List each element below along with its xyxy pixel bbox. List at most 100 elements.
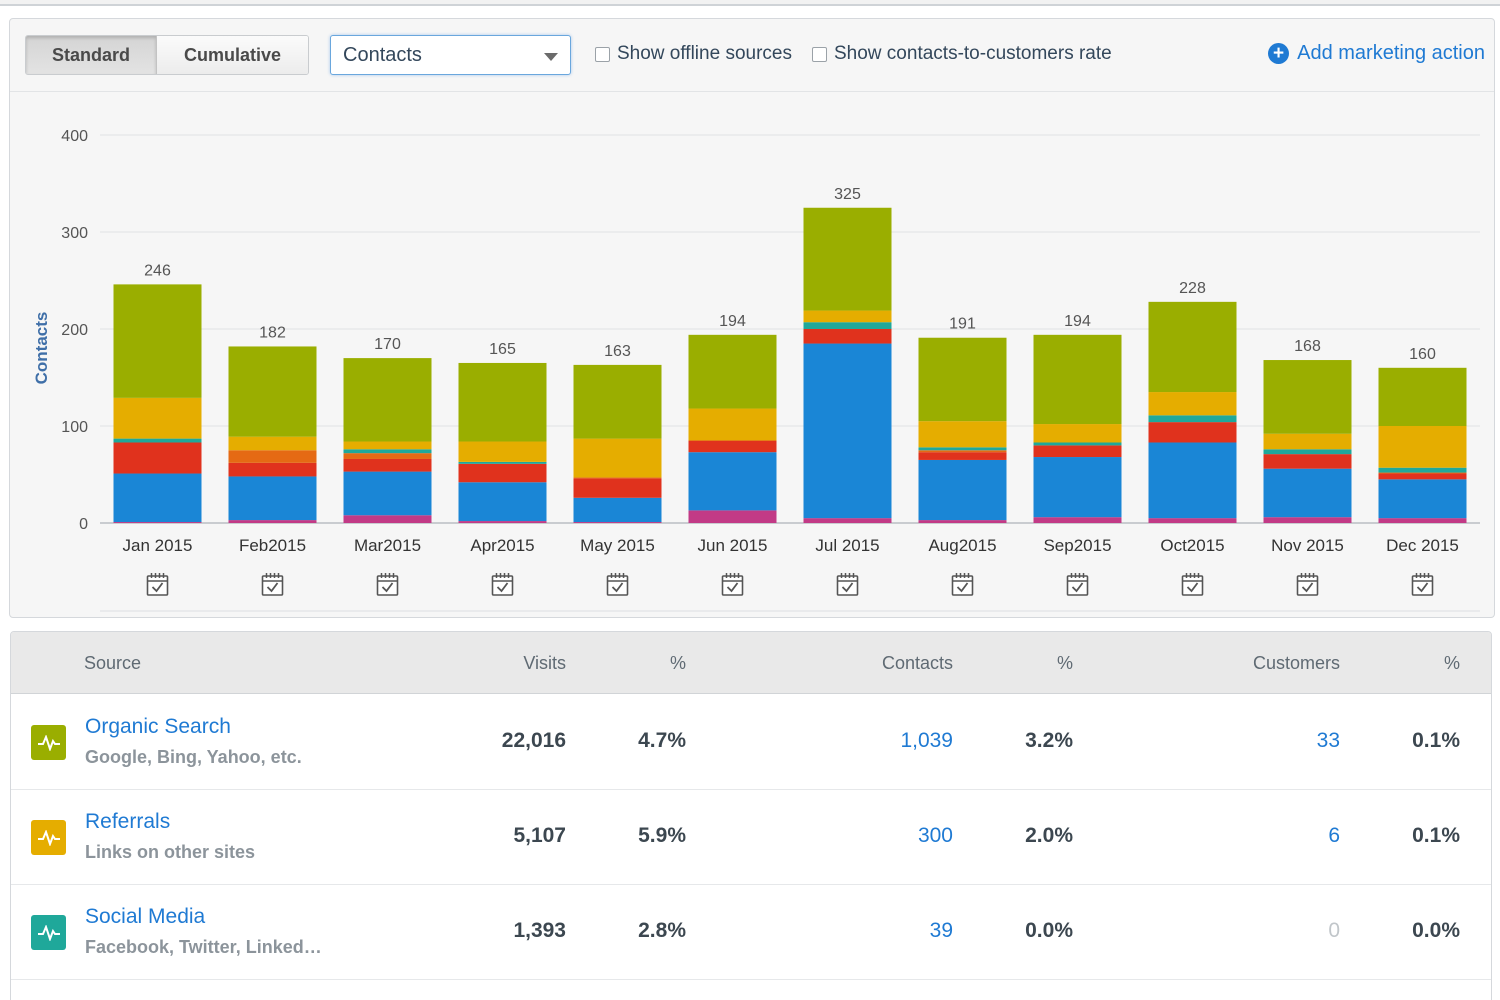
calendar-check-icon[interactable] [261, 573, 284, 596]
calendar-body [1066, 575, 1089, 596]
visits-pct-value: 2.8% [638, 919, 686, 942]
calendar-check-icon[interactable] [951, 573, 974, 596]
x-tick-label: Mar2015 [354, 536, 421, 555]
bar-segment [228, 346, 317, 437]
source-name-link[interactable]: Referrals [85, 810, 171, 833]
x-tick-label: Nov 2015 [1271, 536, 1344, 555]
contacts-link[interactable]: 300 [917, 824, 953, 847]
bar-segment [1378, 426, 1467, 468]
bar-total-label: 168 [1294, 338, 1321, 355]
metric-select-value: Contacts [343, 43, 422, 66]
bar-segment [1033, 334, 1122, 425]
calendar-check [1186, 582, 1199, 593]
bar-segment [1148, 422, 1237, 443]
bar-segment [918, 452, 1007, 460]
visits-pct-value: 4.7% [638, 729, 686, 752]
calendar-body [376, 575, 399, 596]
calendar-check-icon[interactable] [376, 573, 399, 596]
calendar-body [1411, 575, 1434, 596]
source-description: Links on other sites [85, 842, 256, 862]
bar-total-label: 170 [374, 336, 401, 353]
bar-segment [228, 520, 317, 523]
y-tick-label: 300 [61, 225, 88, 242]
header-contacts-pct[interactable]: % [1056, 653, 1073, 673]
bar-total-label: 191 [949, 316, 976, 333]
bar-total-label: 163 [604, 343, 631, 360]
plus-circle-icon: + [1268, 43, 1290, 64]
checkbox-box[interactable] [595, 46, 610, 62]
calendar-check-icon[interactable] [1296, 573, 1319, 596]
bar-segment [1033, 445, 1122, 458]
offline-sources-checkbox[interactable]: Show offline sources [595, 43, 792, 65]
calendar-check-icon[interactable] [491, 573, 514, 596]
calendar-check-icon[interactable] [1181, 573, 1204, 596]
checkbox-box[interactable] [812, 46, 827, 62]
header-customers-pct[interactable]: % [1443, 653, 1460, 673]
view-toggle: Standard Cumulative [25, 35, 309, 75]
header-visits-pct[interactable]: % [669, 653, 686, 673]
source-name-link[interactable]: Social Media [85, 905, 206, 928]
bar-segment [458, 441, 547, 462]
header-visits[interactable]: Visits [523, 653, 566, 673]
calendar-check-icon[interactable] [1411, 573, 1434, 596]
header-source[interactable]: Source [84, 653, 142, 673]
calendar-body [606, 575, 629, 596]
visits-value: 1,393 [513, 919, 566, 942]
add-marketing-action-link[interactable]: + Add marketing action [1268, 42, 1485, 65]
contacts-link[interactable]: 1,039 [900, 729, 953, 752]
customers-pct-value: 0.1% [1412, 824, 1460, 847]
bar-segment [1378, 367, 1467, 426]
header-customers[interactable]: Customers [1252, 653, 1340, 673]
calendar-check-icon[interactable] [606, 573, 629, 596]
x-tick-label: Jun 2015 [698, 536, 768, 555]
customers-pct-value: 0.0% [1412, 919, 1460, 942]
bar-total-label: 194 [1064, 313, 1091, 330]
bar-segment [1148, 518, 1237, 523]
calendar-body [1181, 575, 1204, 596]
calendar-body [836, 575, 859, 596]
x-tick-label: Jul 2015 [815, 536, 879, 555]
bar-segment [918, 520, 1007, 523]
header-contacts[interactable]: Contacts [881, 653, 953, 673]
bar-segment [573, 477, 662, 479]
x-tick-label: Feb2015 [239, 536, 306, 555]
bar-segment [343, 453, 432, 459]
chart-grid [100, 134, 1480, 612]
calendar-check-icon[interactable] [721, 573, 744, 596]
bar-segment [573, 364, 662, 439]
contacts-pct-value: 3.2% [1025, 729, 1073, 752]
contacts-rate-checkbox[interactable]: Show contacts-to-customers rate [812, 43, 1112, 65]
calendar-check-icon[interactable] [836, 573, 859, 596]
bar-segment [228, 436, 317, 451]
contacts-link[interactable]: 39 [929, 919, 953, 942]
source-name-link[interactable]: Organic Search [85, 715, 231, 738]
contacts-rate-label: Show contacts-to-customers rate [834, 43, 1112, 64]
calendar-check-icon[interactable] [1066, 573, 1089, 596]
bar-segment [113, 473, 202, 523]
bar-total-label: 160 [1409, 346, 1436, 363]
x-tick-label: Jan 2015 [123, 536, 193, 555]
customers-pct-value: 0.1% [1412, 729, 1460, 752]
cumulative-button[interactable]: Cumulative [157, 36, 308, 74]
bar-segment [1148, 301, 1237, 393]
customers-link[interactable]: 6 [1328, 824, 1340, 847]
bar-segment [1378, 479, 1467, 519]
y-tick-label: 100 [61, 419, 88, 436]
standard-button[interactable]: Standard [26, 36, 157, 74]
customers-link[interactable]: 33 [1316, 729, 1340, 752]
bar-segment [573, 478, 662, 498]
bar-segment [1378, 467, 1467, 473]
source-description: Facebook, Twitter, Linked… [85, 937, 322, 957]
bar-segment [803, 518, 892, 523]
bar-segment [1263, 468, 1352, 518]
calendar-check [266, 582, 279, 593]
metric-select[interactable]: Contacts [330, 35, 571, 75]
calendar-check [1301, 582, 1314, 593]
bar-segment [1148, 415, 1237, 423]
bar-total-label: 246 [144, 262, 171, 279]
chart-markers [146, 573, 1434, 596]
calendar-check-icon[interactable] [146, 573, 169, 596]
activity-icon [31, 915, 66, 950]
bar-segment [918, 337, 1007, 422]
bar-segment [1263, 433, 1352, 450]
